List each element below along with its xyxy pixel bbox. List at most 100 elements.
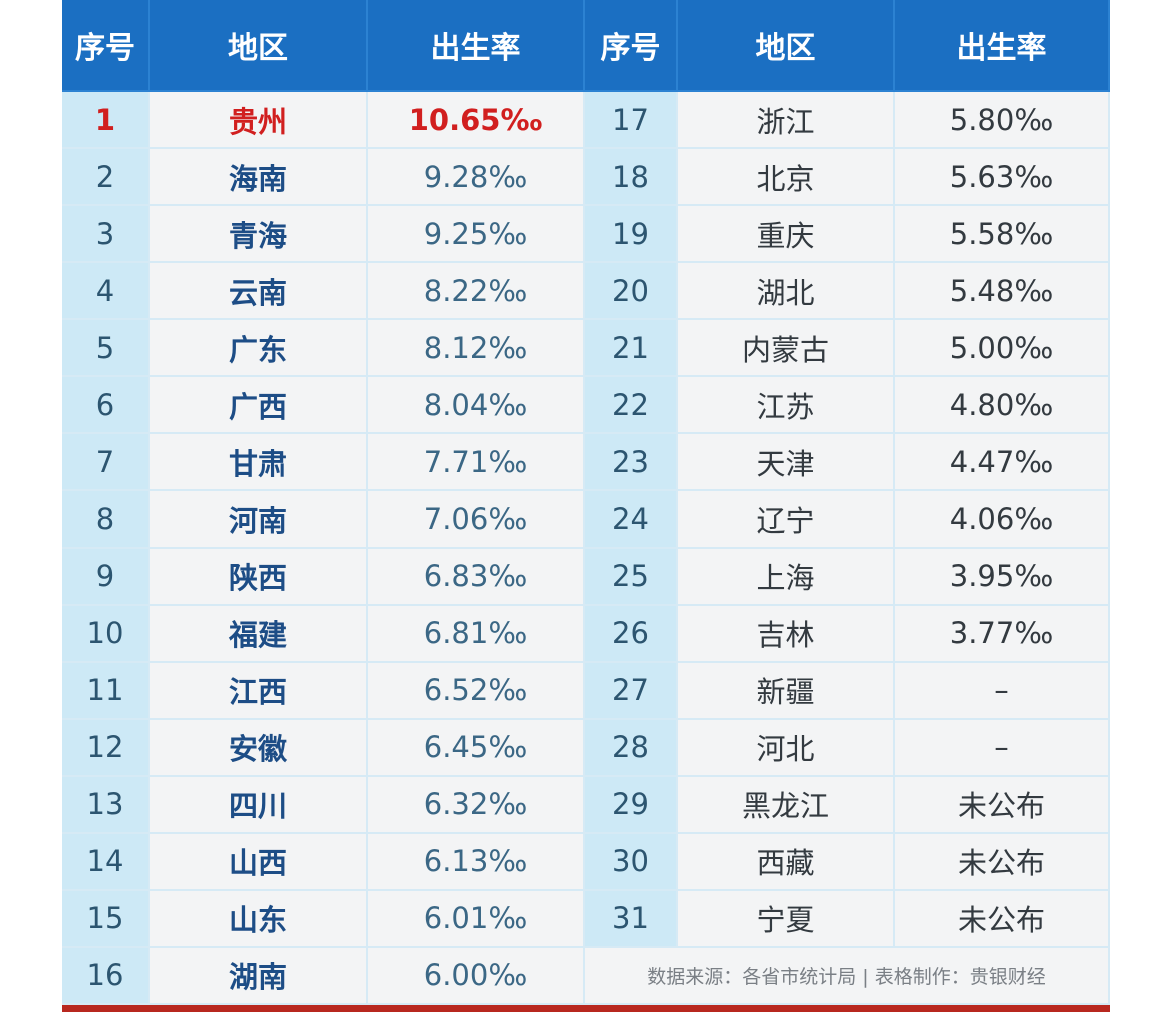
- rate-cell: 9.28‰: [368, 149, 585, 207]
- header-cell: 出生率: [895, 0, 1110, 92]
- rate-cell: 6.32‰: [368, 776, 585, 834]
- region-cell: 甘肃: [150, 434, 368, 492]
- region-cell: 青海: [150, 206, 368, 264]
- seq-cell: 21: [585, 320, 678, 378]
- seq-cell: 25: [585, 548, 678, 606]
- rate-cell: –: [895, 719, 1110, 777]
- rate-cell: 5.80‰: [895, 92, 1110, 150]
- seq-cell: 19: [585, 206, 678, 264]
- seq-cell: 16: [62, 947, 150, 1005]
- header-cell: 出生率: [368, 0, 585, 92]
- region-cell: 黑龙江: [678, 776, 895, 834]
- rate-cell: 6.00‰: [368, 947, 585, 1005]
- region-cell: 福建: [150, 605, 368, 663]
- region-cell: 四川: [150, 776, 368, 834]
- seq-cell: 18: [585, 149, 678, 207]
- rate-cell: 8.12‰: [368, 320, 585, 378]
- seq-cell: 7: [62, 434, 150, 492]
- region-cell: 广西: [150, 377, 368, 435]
- rate-cell: 9.25‰: [368, 206, 585, 264]
- region-cell: 内蒙古: [678, 320, 895, 378]
- seq-cell: 8: [62, 491, 150, 549]
- region-cell: 新疆: [678, 662, 895, 720]
- region-cell: 海南: [150, 149, 368, 207]
- region-cell: 浙江: [678, 92, 895, 150]
- seq-cell: 5: [62, 320, 150, 378]
- seq-cell: 13: [62, 776, 150, 834]
- seq-cell: 28: [585, 719, 678, 777]
- region-cell: 天津: [678, 434, 895, 492]
- rate-cell: 3.77‰: [895, 605, 1110, 663]
- region-cell: 安徽: [150, 719, 368, 777]
- region-cell: 河北: [678, 719, 895, 777]
- region-cell: 江苏: [678, 377, 895, 435]
- bottom-rule: [62, 1005, 1110, 1012]
- rate-cell: 4.47‰: [895, 434, 1110, 492]
- rate-cell: 6.81‰: [368, 605, 585, 663]
- rate-cell: 6.52‰: [368, 662, 585, 720]
- seq-cell: 17: [585, 92, 678, 150]
- seq-cell: 4: [62, 263, 150, 321]
- region-cell: 江西: [150, 662, 368, 720]
- seq-cell: 2: [62, 149, 150, 207]
- rate-cell: 8.04‰: [368, 377, 585, 435]
- seq-cell: 29: [585, 776, 678, 834]
- rate-cell: 7.06‰: [368, 491, 585, 549]
- rate-cell: 5.63‰: [895, 149, 1110, 207]
- rate-cell: 未公布: [895, 890, 1110, 948]
- region-cell: 云南: [150, 263, 368, 321]
- header-cell: 序号: [62, 0, 150, 92]
- seq-cell: 9: [62, 548, 150, 606]
- header-cell: 地区: [678, 0, 895, 92]
- rate-cell: 5.48‰: [895, 263, 1110, 321]
- region-cell: 贵州: [150, 92, 368, 150]
- region-cell: 河南: [150, 491, 368, 549]
- rate-cell: 10.65‰: [368, 92, 585, 150]
- region-cell: 宁夏: [678, 890, 895, 948]
- header-cell: 地区: [150, 0, 368, 92]
- seq-cell: 12: [62, 719, 150, 777]
- rate-cell: 未公布: [895, 776, 1110, 834]
- region-cell: 山西: [150, 833, 368, 891]
- rate-cell: 5.00‰: [895, 320, 1110, 378]
- region-cell: 吉林: [678, 605, 895, 663]
- seq-cell: 20: [585, 263, 678, 321]
- region-cell: 西藏: [678, 833, 895, 891]
- seq-cell: 30: [585, 833, 678, 891]
- rate-cell: 5.58‰: [895, 206, 1110, 264]
- header-cell: 序号: [585, 0, 678, 92]
- seq-cell: 23: [585, 434, 678, 492]
- rate-cell: –: [895, 662, 1110, 720]
- seq-cell: 10: [62, 605, 150, 663]
- rate-cell: 7.71‰: [368, 434, 585, 492]
- source-note: 数据来源：各省市统计局 | 表格制作：贵银财经: [585, 947, 1110, 1005]
- region-cell: 广东: [150, 320, 368, 378]
- seq-cell: 22: [585, 377, 678, 435]
- seq-cell: 11: [62, 662, 150, 720]
- seq-cell: 6: [62, 377, 150, 435]
- region-cell: 北京: [678, 149, 895, 207]
- rate-cell: 未公布: [895, 833, 1110, 891]
- region-cell: 湖北: [678, 263, 895, 321]
- seq-cell: 1: [62, 92, 150, 150]
- rate-cell: 3.95‰: [895, 548, 1110, 606]
- seq-cell: 15: [62, 890, 150, 948]
- region-cell: 上海: [678, 548, 895, 606]
- seq-cell: 26: [585, 605, 678, 663]
- region-cell: 山东: [150, 890, 368, 948]
- rate-cell: 4.06‰: [895, 491, 1110, 549]
- region-cell: 重庆: [678, 206, 895, 264]
- rate-cell: 4.80‰: [895, 377, 1110, 435]
- region-cell: 陕西: [150, 548, 368, 606]
- region-cell: 辽宁: [678, 491, 895, 549]
- seq-cell: 31: [585, 890, 678, 948]
- rate-cell: 6.45‰: [368, 719, 585, 777]
- rate-cell: 6.01‰: [368, 890, 585, 948]
- rate-cell: 6.83‰: [368, 548, 585, 606]
- region-cell: 湖南: [150, 947, 368, 1005]
- seq-cell: 3: [62, 206, 150, 264]
- rate-cell: 8.22‰: [368, 263, 585, 321]
- seq-cell: 27: [585, 662, 678, 720]
- rate-cell: 6.13‰: [368, 833, 585, 891]
